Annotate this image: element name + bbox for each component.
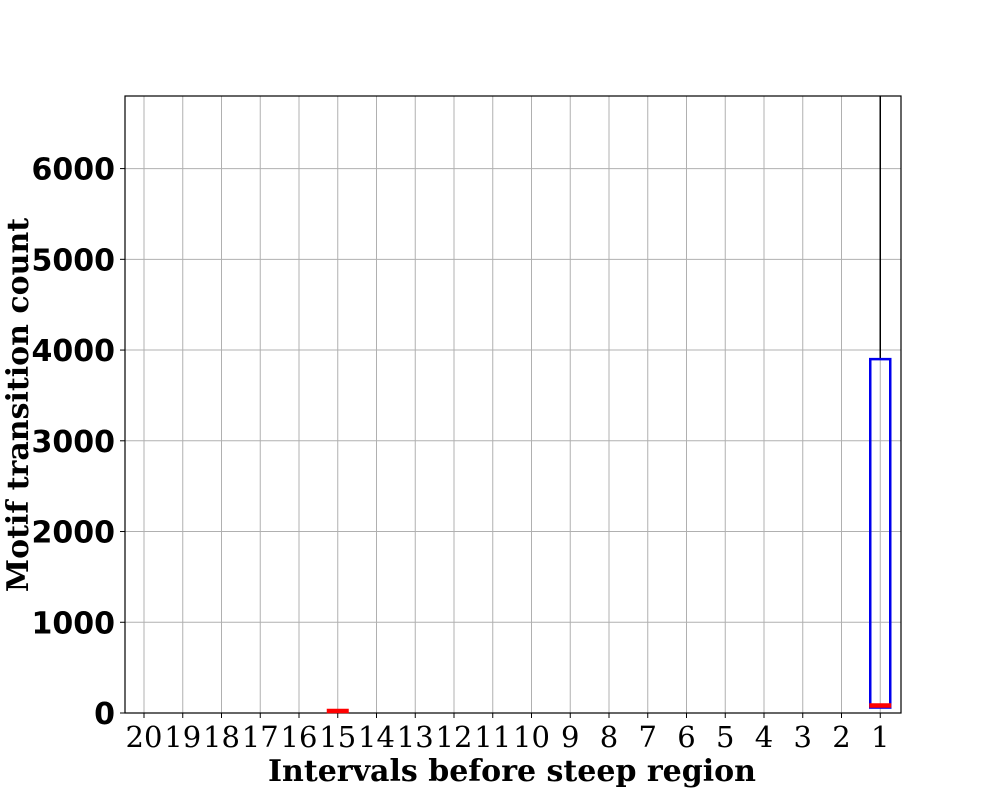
- x-tick-label: 11: [474, 720, 511, 754]
- y-tick-label: 6000: [32, 153, 116, 188]
- x-tick-label: 19: [164, 720, 201, 754]
- x-tick-label: 16: [281, 720, 318, 754]
- x-tick-label: 8: [600, 720, 618, 754]
- x-tick-label: 7: [639, 720, 657, 754]
- x-tick-label: 12: [436, 720, 473, 754]
- plot-frame: [124, 95, 902, 714]
- x-tick-label: 14: [358, 720, 395, 754]
- x-tick-label: 15: [319, 720, 356, 754]
- x-axis-label: Intervals before steep region: [268, 754, 756, 789]
- y-tick-label: 2000: [32, 516, 116, 551]
- x-tick-label: 9: [561, 720, 579, 754]
- x-tick-label: 18: [203, 720, 240, 754]
- x-tick-label: 20: [126, 720, 163, 754]
- x-tick-label: 17: [242, 720, 279, 754]
- y-axis-label: Motif transition count: [1, 218, 36, 592]
- x-tick-label: 1: [871, 720, 889, 754]
- x-tick-label: 2: [832, 720, 850, 754]
- y-tick-label: 4000: [32, 334, 116, 369]
- x-tick-label: 10: [513, 720, 550, 754]
- y-tick-label: 0: [94, 697, 115, 732]
- y-tick-label: 3000: [32, 425, 116, 460]
- x-tick-label: 13: [397, 720, 434, 754]
- x-tick-label: 3: [794, 720, 812, 754]
- box-series: [326, 96, 892, 714]
- grid: [125, 96, 901, 714]
- y-axis-ticks: 0 1000 2000 3000 4000 5000 6000: [32, 153, 125, 732]
- x-tick-label: 4: [755, 720, 773, 754]
- x-tick-label: 6: [677, 720, 695, 754]
- x-axis-ticks: 20 19 18 17 16 15 14 13 12 11 10 9 8 7 6 5 4 3 2 1: [126, 713, 889, 754]
- y-tick-label: 1000: [32, 606, 116, 641]
- x-tick-label: 5: [716, 720, 734, 754]
- y-tick-label: 5000: [32, 243, 116, 278]
